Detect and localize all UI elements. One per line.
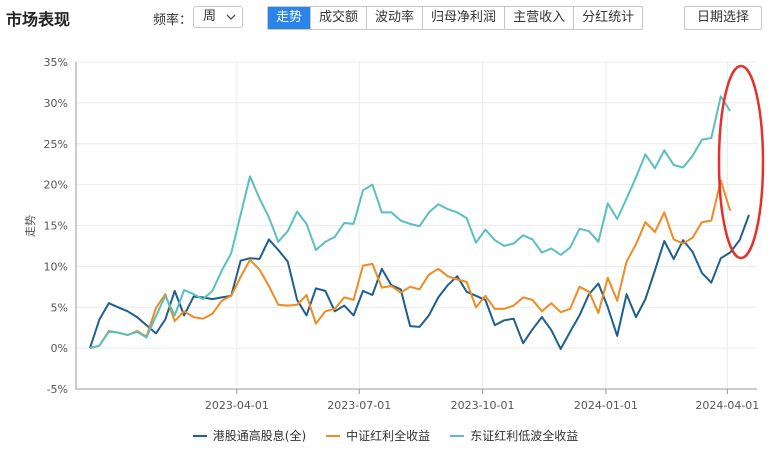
y-tick-label: 20%	[44, 179, 68, 192]
chevron-down-icon	[226, 7, 236, 21]
tab-volatility[interactable]: 波动率	[366, 7, 422, 29]
legend-item-csi-dividend[interactable]: 中证红利全收益	[326, 427, 430, 444]
frequency-select[interactable]: 周	[193, 6, 243, 28]
y-tick-label: 25%	[44, 138, 68, 151]
series-line-0	[89, 214, 750, 350]
legend-swatch	[192, 434, 207, 437]
legend-swatch	[326, 434, 341, 437]
x-tick-label: 2023-07-01	[327, 399, 391, 412]
legend-label: 东证红利低波全收益	[470, 429, 579, 443]
tab-revenue[interactable]: 主营收入	[504, 7, 573, 29]
legend-swatch	[450, 434, 465, 437]
y-tick-label: 5%	[51, 301, 68, 314]
y-tick-label: 30%	[44, 97, 68, 110]
legend-label: 港股通高股息(全)	[212, 429, 307, 443]
y-axis-label: 走势	[24, 215, 37, 237]
y-tick-label: -5%	[47, 383, 68, 396]
x-tick-label: 2024-01-01	[574, 399, 638, 412]
chart-legend: 港股通高股息(全) 中证红利全收益 东证红利低波全收益	[0, 427, 771, 444]
tab-dividend[interactable]: 分红统计	[573, 7, 642, 29]
metric-tabs: 走势 成交额 波动率 归母净利润 主营收入 分红统计	[267, 6, 644, 30]
highlight-ellipse	[717, 64, 765, 260]
series-line-2	[89, 95, 732, 350]
legend-label: 中证红利全收益	[346, 429, 431, 443]
legend-item-hk-high-dividend[interactable]: 港股通高股息(全)	[192, 427, 307, 444]
x-tick-label: 2024-04-01	[695, 399, 759, 412]
x-tick-label: 2023-10-01	[451, 399, 515, 412]
y-tick-label: 15%	[44, 220, 68, 233]
page-title: 市场表现	[6, 10, 71, 29]
y-tick-label: 10%	[44, 260, 68, 273]
frequency-value: 周	[203, 9, 217, 24]
series-line-1	[89, 179, 732, 350]
date-select-button[interactable]: 日期选择	[684, 6, 762, 30]
legend-item-dz-low-vol-dividend[interactable]: 东证红利低波全收益	[450, 427, 578, 444]
y-tick-label: 0%	[51, 342, 68, 355]
tab-trend[interactable]: 走势	[268, 7, 311, 29]
y-tick-label: 35%	[44, 56, 68, 69]
tab-net-profit[interactable]: 归母净利润	[422, 7, 504, 29]
tab-turnover[interactable]: 成交额	[310, 7, 366, 29]
frequency-label: 频率：	[153, 13, 193, 28]
x-tick-label: 2023-04-01	[205, 399, 269, 412]
